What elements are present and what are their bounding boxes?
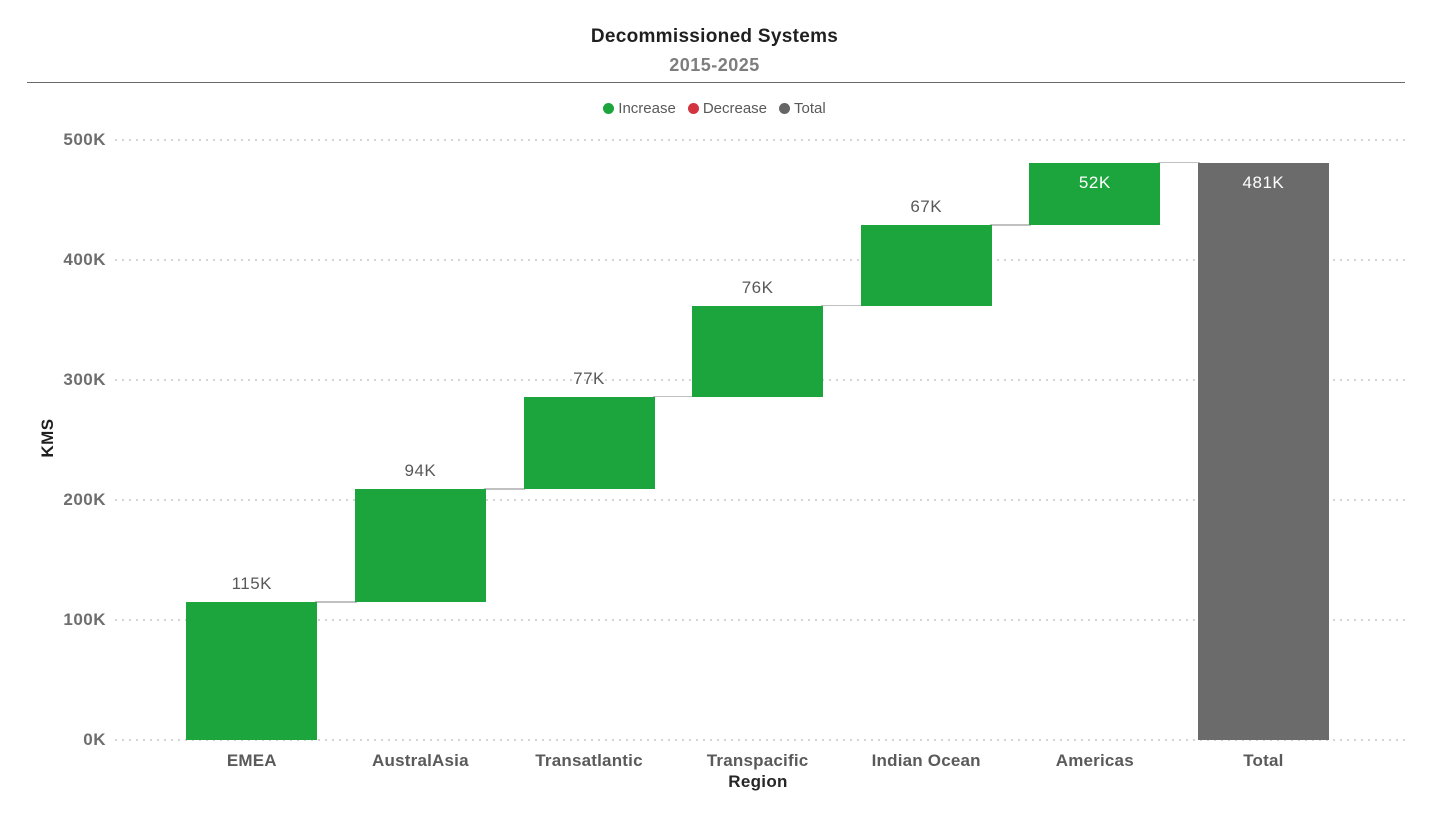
legend-item-total[interactable]: Total	[779, 100, 826, 117]
title-divider-line	[27, 82, 1405, 83]
legend-label: Decrease	[702, 100, 768, 117]
bar-value-label: 67K	[910, 197, 943, 217]
gridline	[115, 619, 1405, 621]
x-category-label-americas: Americas	[1055, 751, 1134, 770]
legend-item-decrease[interactable]: Decrease	[687, 100, 768, 117]
legend-item-increase[interactable]: Increase	[603, 100, 676, 117]
bar-value-label: 77K	[573, 368, 605, 388]
y-tick-label: 200K	[63, 490, 106, 509]
connector-line	[652, 395, 695, 398]
x-category-label-australasia: AustralAsia	[372, 751, 469, 770]
connector-line	[989, 224, 1032, 226]
legend-label: Increase	[618, 100, 676, 117]
chart-subtitle: 2015-2025	[669, 55, 760, 75]
y-tick-label: 500K	[63, 130, 106, 149]
legend-label: Total	[794, 100, 826, 117]
x-category-label-transatlantic: Transatlantic	[535, 751, 643, 770]
connector-line	[315, 601, 357, 603]
gridline	[115, 259, 1405, 261]
total-legend-dot-icon	[779, 103, 791, 114]
x-axis-title: Region	[728, 772, 788, 791]
connector-line	[483, 488, 526, 490]
bar-total[interactable]	[1197, 162, 1329, 740]
increase-legend-dot-icon	[603, 103, 615, 114]
connector-line	[1158, 161, 1200, 164]
gridline	[115, 499, 1405, 501]
bar-americas[interactable]	[1029, 162, 1161, 226]
gridline	[115, 739, 1405, 741]
x-category-label-indian-ocean: Indian Ocean	[871, 751, 981, 770]
x-category-label-emea: EMEA	[226, 751, 277, 770]
gridline	[115, 139, 1405, 141]
y-tick-label: 100K	[63, 610, 106, 629]
bar-value-label: 94K	[404, 461, 437, 481]
bar-value-label: 76K	[741, 277, 774, 297]
bar-emea[interactable]	[186, 602, 318, 740]
chart-title: Decommissioned Systems	[590, 26, 839, 47]
decrease-legend-dot-icon	[687, 103, 699, 114]
bar-value-label: 52K	[1078, 172, 1111, 192]
y-tick-label: 0K	[83, 730, 106, 749]
bar-value-label: 481K	[1242, 172, 1285, 192]
legend: Increase Decrease Total	[0, 100, 1429, 117]
x-category-label-transpacific: Transpacific	[706, 751, 809, 770]
bar-transatlantic[interactable]	[523, 396, 655, 490]
bar-transpacific[interactable]	[692, 305, 824, 397]
y-tick-label: 300K	[63, 370, 106, 389]
bar-indian-ocean[interactable]	[860, 225, 992, 306]
bar-value-label: 115K	[231, 574, 273, 593]
connector-line	[821, 304, 863, 307]
y-tick-label: 400K	[63, 250, 106, 269]
bar-australasia[interactable]	[354, 489, 486, 602]
x-category-label-total: Total	[1243, 751, 1284, 770]
